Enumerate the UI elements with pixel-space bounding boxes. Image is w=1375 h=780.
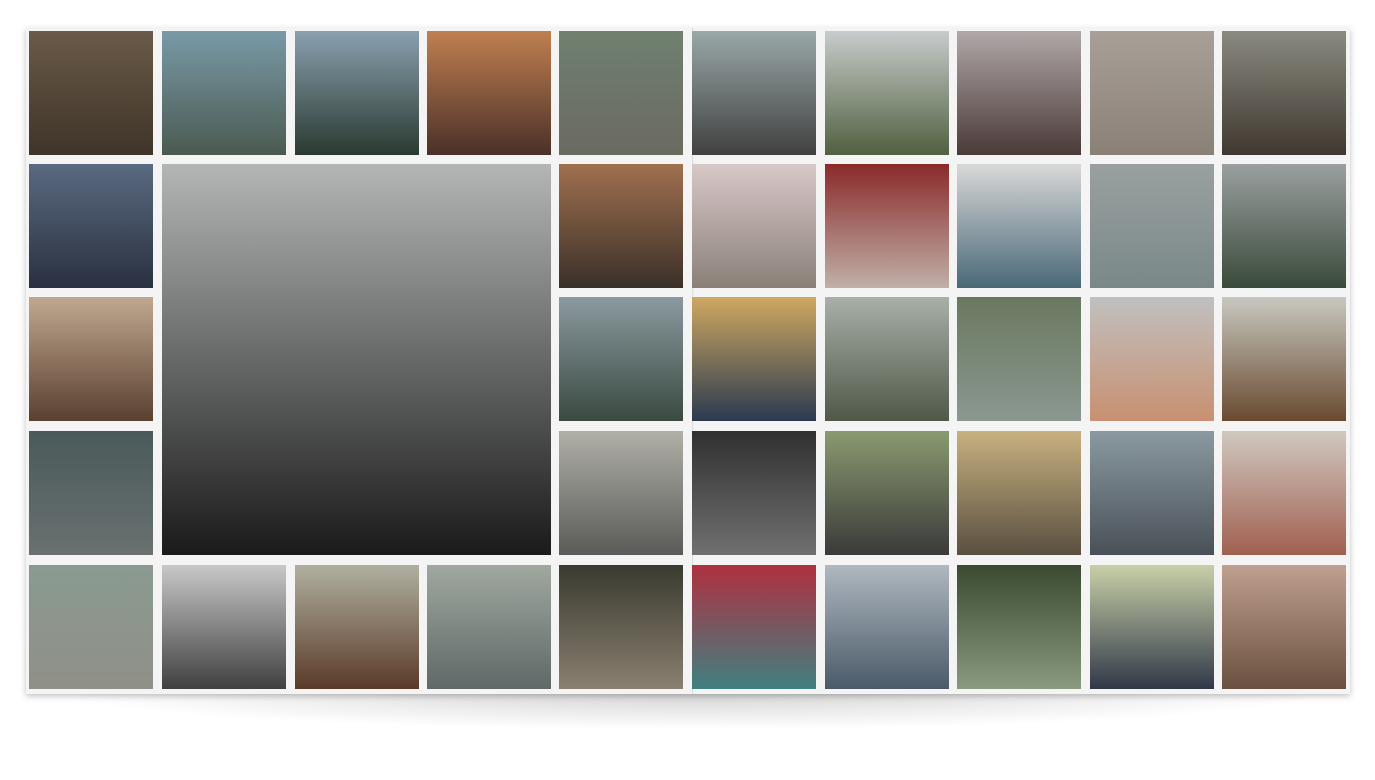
photo bbox=[692, 164, 816, 288]
photo bbox=[29, 31, 153, 155]
photo bbox=[957, 31, 1081, 155]
photo bbox=[1222, 297, 1346, 421]
photo bbox=[692, 31, 816, 155]
photo bbox=[692, 297, 816, 421]
photo bbox=[1090, 164, 1214, 288]
photo bbox=[1090, 297, 1214, 421]
photo bbox=[1090, 431, 1214, 555]
photo bbox=[162, 31, 286, 155]
photo bbox=[1222, 565, 1346, 689]
photo bbox=[559, 431, 683, 555]
photo bbox=[1090, 31, 1214, 155]
photo bbox=[427, 565, 551, 689]
photo bbox=[559, 297, 683, 421]
photo bbox=[559, 164, 683, 288]
photo bbox=[825, 431, 949, 555]
photo bbox=[825, 565, 949, 689]
photo bbox=[559, 31, 683, 155]
photo bbox=[825, 297, 949, 421]
photo bbox=[957, 297, 1081, 421]
photo bbox=[559, 565, 683, 689]
photo bbox=[692, 565, 816, 689]
photo bbox=[162, 565, 286, 689]
photo bbox=[29, 431, 153, 555]
photo bbox=[29, 565, 153, 689]
photo bbox=[825, 164, 949, 288]
photo bbox=[825, 31, 949, 155]
photo-book bbox=[26, 28, 1350, 694]
photo bbox=[162, 164, 551, 555]
book-shadow bbox=[40, 690, 1340, 730]
photo bbox=[29, 297, 153, 421]
photo bbox=[1222, 431, 1346, 555]
photo bbox=[957, 565, 1081, 689]
photo bbox=[29, 164, 153, 288]
photo bbox=[295, 31, 419, 155]
photo bbox=[295, 565, 419, 689]
photo bbox=[692, 431, 816, 555]
photo bbox=[957, 431, 1081, 555]
photo bbox=[1222, 31, 1346, 155]
photo bbox=[1090, 565, 1214, 689]
photo bbox=[957, 164, 1081, 288]
photo bbox=[1222, 164, 1346, 288]
photo bbox=[427, 31, 551, 155]
